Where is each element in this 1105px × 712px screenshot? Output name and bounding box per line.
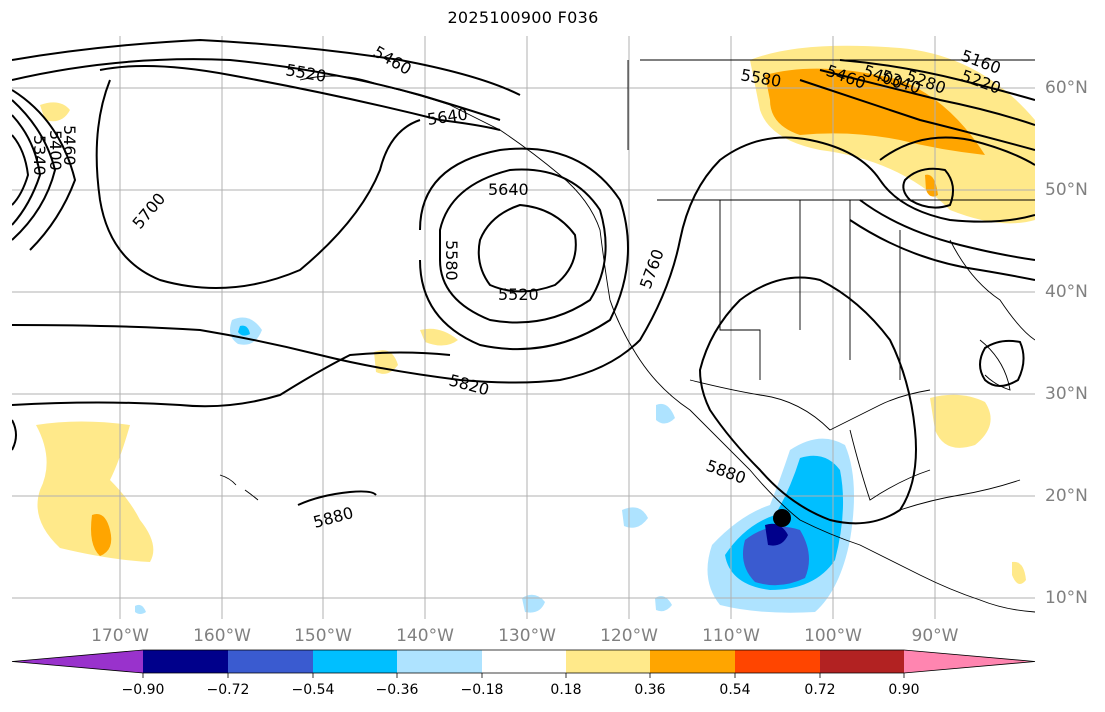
latitude-label: 50°N bbox=[1045, 180, 1088, 200]
contour-label: 5640 bbox=[488, 180, 529, 199]
longitude-label: 150°W bbox=[294, 626, 352, 646]
latitude-label: 20°N bbox=[1045, 486, 1088, 506]
colorbar-tick-label: 0.36 bbox=[634, 682, 666, 698]
graticule bbox=[12, 36, 1035, 619]
colorbar-tick-label: 0.72 bbox=[804, 682, 836, 698]
contour-label: 5580 bbox=[442, 240, 461, 281]
colorbar-segment bbox=[904, 650, 1035, 673]
colorbar-segment bbox=[143, 650, 228, 673]
longitude-label: 170°W bbox=[91, 626, 149, 646]
colorbar-tick-label: −0.90 bbox=[121, 682, 165, 698]
colorbar-tick-label: 0.54 bbox=[719, 682, 751, 698]
colorbar-segment bbox=[228, 650, 313, 673]
colorbar-segment bbox=[735, 650, 820, 673]
positive-anomaly-shading bbox=[36, 45, 1035, 584]
longitude-label: 100°W bbox=[804, 626, 862, 646]
colorbar-tick-label: −0.18 bbox=[460, 682, 504, 698]
colorbar-tick-label: −0.54 bbox=[291, 682, 335, 698]
longitude-label: 110°W bbox=[702, 626, 760, 646]
colorbar-tick-label: 0.18 bbox=[550, 682, 582, 698]
latitude-label: 10°N bbox=[1045, 588, 1088, 608]
latitude-label: 40°N bbox=[1045, 282, 1088, 302]
colorbar-segment bbox=[397, 650, 482, 673]
contour-label: 5520 bbox=[498, 285, 539, 304]
storm-position-marker bbox=[773, 509, 791, 527]
contour-label: 5340 bbox=[30, 135, 49, 176]
colorbar-tick-label: −0.36 bbox=[375, 682, 419, 698]
latitude-label: 60°N bbox=[1045, 78, 1088, 98]
colorbar-segment bbox=[820, 650, 904, 673]
colorbar-segment bbox=[482, 650, 566, 673]
longitude-label: 120°W bbox=[600, 626, 658, 646]
map-title: 2025100900 F036 bbox=[447, 8, 599, 27]
contour-label: 5400 bbox=[46, 130, 65, 171]
coastlines bbox=[219, 59, 1035, 613]
longitude-label: 160°W bbox=[193, 626, 251, 646]
colorbar-tick-label: −0.72 bbox=[206, 682, 250, 698]
colorbar-segment bbox=[313, 650, 397, 673]
colorbar-tick-label: 0.90 bbox=[888, 682, 920, 698]
height-contours bbox=[12, 38, 1035, 525]
latitude-label: 30°N bbox=[1045, 384, 1088, 404]
longitude-label: 140°W bbox=[396, 626, 454, 646]
contour-label: 5460 bbox=[60, 125, 79, 166]
colorbar-segment bbox=[566, 650, 650, 673]
longitude-label: 90°W bbox=[911, 626, 959, 646]
colorbar-segment bbox=[650, 650, 735, 673]
longitude-label: 130°W bbox=[498, 626, 556, 646]
colorbar-segment bbox=[12, 650, 143, 673]
